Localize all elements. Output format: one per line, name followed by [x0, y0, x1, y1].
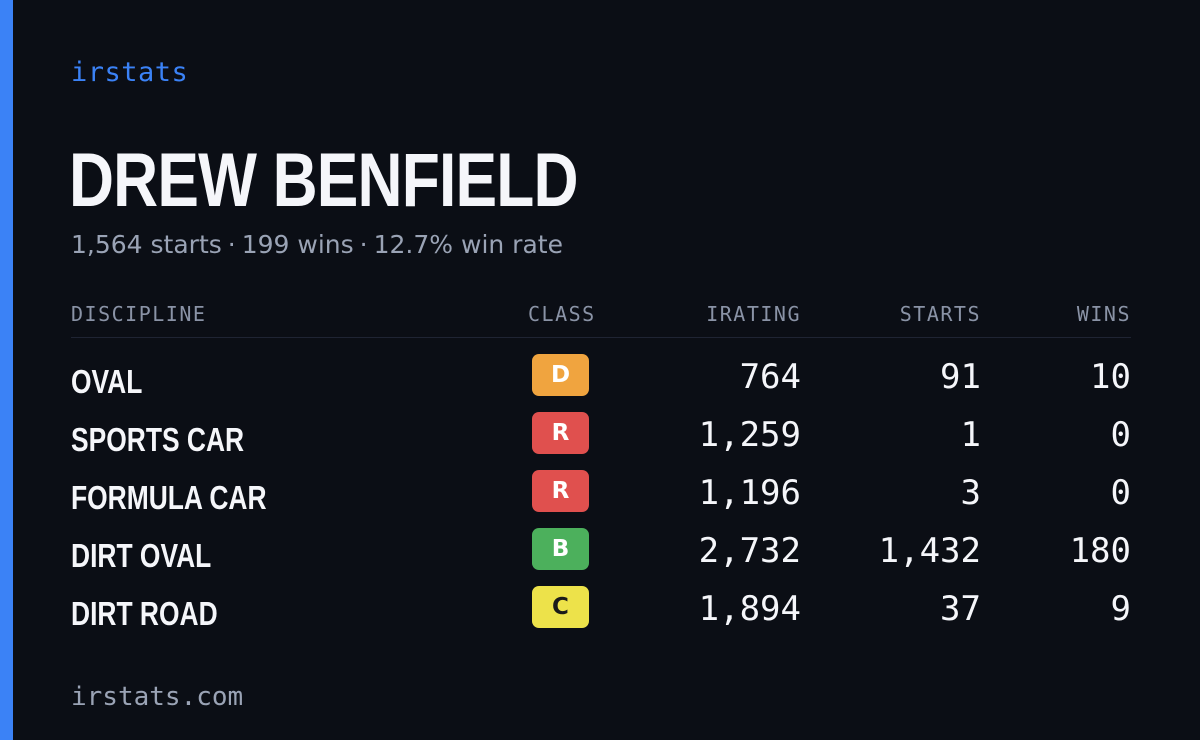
- class-badge: D: [532, 354, 589, 396]
- header-divider: [71, 337, 1131, 338]
- header-irating: IRATING: [706, 302, 801, 326]
- table-row: DIRT OVAL B 2,732 1,432 180: [71, 524, 1131, 582]
- summary-starts: 1,564 starts: [71, 230, 222, 259]
- table-row: DIRT ROAD C 1,894 37 9: [71, 582, 1131, 640]
- row-wins: 0: [1110, 473, 1131, 513]
- row-irating: 2,732: [698, 531, 801, 571]
- header-discipline: DISCIPLINE: [71, 302, 207, 326]
- class-badge: C: [532, 586, 589, 628]
- table-row: SPORTS CAR R 1,259 1 0: [71, 408, 1131, 466]
- row-irating: 1,259: [698, 415, 801, 455]
- row-starts: 3: [960, 473, 981, 513]
- row-starts: 1: [960, 415, 981, 455]
- header-wins: WINS: [1076, 302, 1131, 326]
- row-wins: 180: [1069, 531, 1131, 571]
- row-irating: 1,196: [698, 473, 801, 513]
- class-badge: B: [532, 528, 589, 570]
- class-badge: R: [532, 412, 589, 454]
- row-discipline: FORMULA CAR: [71, 479, 267, 516]
- table-row: OVAL D 764 91 10: [71, 350, 1131, 408]
- table-row: FORMULA CAR R 1,196 3 0: [71, 466, 1131, 524]
- row-irating: 1,894: [698, 589, 801, 629]
- header-starts: STARTS: [899, 302, 981, 326]
- brand-logo-text: irstats: [71, 57, 189, 88]
- accent-bar: [0, 0, 13, 740]
- row-starts: 91: [940, 357, 981, 397]
- table-body: OVAL D 764 91 10 SPORTS CAR R 1,259 1 0 …: [71, 350, 1131, 640]
- row-discipline: DIRT OVAL: [71, 537, 212, 574]
- footer-url: irstats.com: [71, 682, 244, 712]
- row-starts: 37: [940, 589, 981, 629]
- class-badge: R: [532, 470, 589, 512]
- summary-separator: ·: [359, 230, 368, 259]
- row-starts: 1,432: [878, 531, 981, 571]
- row-discipline: DIRT ROAD: [71, 595, 218, 632]
- row-wins: 9: [1110, 589, 1131, 629]
- summary-separator: ·: [227, 230, 236, 259]
- row-wins: 10: [1090, 357, 1131, 397]
- summary-win-rate: 12.7% win rate: [373, 230, 563, 259]
- row-irating: 764: [739, 357, 801, 397]
- driver-name: DREW BENFIELD: [69, 138, 578, 223]
- driver-summary: 1,564 starts · 199 wins · 12.7% win rate: [71, 228, 563, 262]
- row-discipline: SPORTS CAR: [71, 421, 245, 458]
- row-wins: 0: [1110, 415, 1131, 455]
- table-header: DISCIPLINE CLASS IRATING STARTS WINS: [71, 300, 1131, 328]
- summary-wins: 199 wins: [241, 230, 354, 259]
- header-class: CLASS: [528, 302, 596, 326]
- row-discipline: OVAL: [71, 363, 143, 400]
